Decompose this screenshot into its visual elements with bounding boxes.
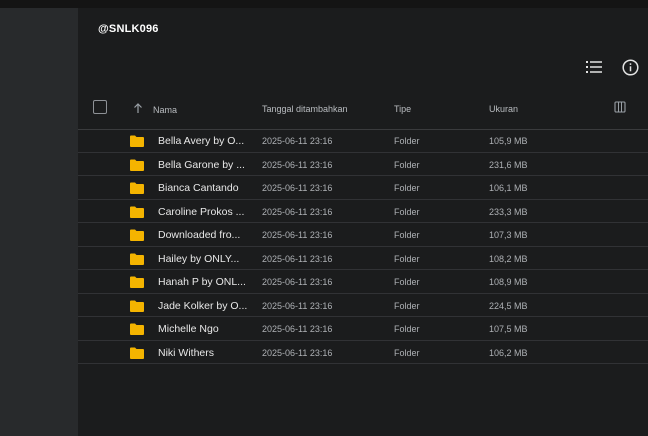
file-size: 106,2 MB bbox=[489, 347, 528, 358]
file-type: Folder bbox=[394, 230, 420, 240]
file-size: 107,3 MB bbox=[489, 230, 528, 240]
folder-icon bbox=[130, 206, 144, 218]
file-table-body: Bella Avery by O... 2025-06-11 23:16 Fol… bbox=[78, 129, 648, 364]
folder-icon bbox=[130, 347, 144, 359]
top-strip bbox=[0, 0, 648, 8]
file-type: Folder bbox=[394, 159, 420, 170]
file-list-panel: @SNLK096 Nama Tanggal ditambahkan Tipe U… bbox=[78, 8, 648, 436]
list-view-button[interactable] bbox=[583, 56, 605, 78]
file-type: Folder bbox=[394, 206, 420, 217]
file-name: Downloaded fro... bbox=[158, 229, 241, 241]
table-row[interactable]: Jade Kolker by O... 2025-06-11 23:16 Fol… bbox=[78, 294, 648, 317]
file-date: 2025-06-11 23:16 bbox=[262, 183, 333, 193]
file-date: 2025-06-11 23:16 bbox=[262, 159, 333, 170]
table-row[interactable]: Downloaded fro... 2025-06-11 23:16 Folde… bbox=[78, 223, 648, 247]
table-row[interactable]: Bianca Cantando 2025-06-11 23:16 Folder … bbox=[78, 176, 648, 200]
folder-icon bbox=[130, 323, 144, 335]
file-type: Folder bbox=[394, 324, 420, 334]
folder-icon bbox=[130, 159, 144, 171]
column-header-date[interactable]: Tanggal ditambahkan bbox=[262, 104, 348, 114]
file-name: Caroline Prokos ... bbox=[158, 205, 245, 218]
folder-icon bbox=[130, 276, 144, 288]
file-size: 106,1 MB bbox=[489, 183, 528, 193]
page-title: @SNLK096 bbox=[98, 23, 159, 35]
folder-icon bbox=[130, 253, 144, 265]
file-size: 233,3 MB bbox=[489, 206, 528, 217]
file-name: Jade Kolker by O... bbox=[158, 299, 248, 312]
file-date: 2025-06-11 23:16 bbox=[262, 277, 333, 287]
column-header-name[interactable]: Nama bbox=[153, 105, 178, 115]
file-date: 2025-06-11 23:16 bbox=[262, 324, 333, 334]
table-row[interactable]: Caroline Prokos ... 2025-06-11 23:16 Fol… bbox=[78, 200, 648, 223]
sidebar bbox=[0, 8, 78, 436]
file-size: 108,2 MB bbox=[489, 253, 528, 264]
folder-icon bbox=[130, 229, 144, 241]
file-date: 2025-06-11 23:16 bbox=[262, 253, 333, 264]
file-name: Niki Withers bbox=[158, 346, 215, 359]
file-name: Hanah P by ONL... bbox=[158, 276, 246, 288]
file-type: Folder bbox=[394, 253, 420, 264]
arrow-up-icon[interactable] bbox=[133, 102, 143, 114]
file-date: 2025-06-11 23:16 bbox=[262, 347, 333, 358]
file-name: Michelle Ngo bbox=[158, 323, 219, 335]
column-header-type[interactable]: Tipe bbox=[394, 104, 412, 114]
table-row[interactable]: Bella Garone by ... 2025-06-11 23:16 Fol… bbox=[78, 153, 648, 176]
info-icon bbox=[621, 58, 639, 76]
table-row[interactable]: Niki Withers 2025-06-11 23:16 Folder 106… bbox=[78, 341, 648, 364]
list-view-icon bbox=[586, 61, 602, 73]
file-name: Bella Garone by ... bbox=[158, 158, 245, 171]
file-date: 2025-06-11 23:16 bbox=[262, 136, 333, 146]
file-type: Folder bbox=[394, 300, 420, 311]
file-type: Folder bbox=[394, 277, 420, 287]
file-size: 108,9 MB bbox=[489, 277, 528, 287]
table-row[interactable]: Hanah P by ONL... 2025-06-11 23:16 Folde… bbox=[78, 270, 648, 294]
table-row[interactable]: Hailey by ONLY... 2025-06-11 23:16 Folde… bbox=[78, 247, 648, 270]
info-button[interactable] bbox=[619, 56, 641, 78]
file-size: 107,5 MB bbox=[489, 324, 528, 334]
table-header: Nama Tanggal ditambahkan Tipe Ukuran bbox=[78, 96, 648, 130]
folder-icon bbox=[130, 135, 144, 147]
file-date: 2025-06-11 23:16 bbox=[262, 230, 333, 240]
file-name: Bella Avery by O... bbox=[158, 135, 245, 147]
file-size: 224,5 MB bbox=[489, 300, 528, 311]
file-size: 105,9 MB bbox=[489, 136, 528, 146]
file-size: 231,6 MB bbox=[489, 159, 528, 170]
file-name: Hailey by ONLY... bbox=[158, 252, 240, 265]
column-header-size[interactable]: Ukuran bbox=[489, 104, 519, 114]
file-type: Folder bbox=[394, 183, 420, 193]
file-date: 2025-06-11 23:16 bbox=[262, 300, 333, 311]
table-row[interactable]: Bella Avery by O... 2025-06-11 23:16 Fol… bbox=[78, 129, 648, 153]
column-settings-icon[interactable] bbox=[614, 101, 626, 113]
folder-icon bbox=[130, 182, 144, 194]
folder-icon bbox=[130, 300, 144, 312]
file-date: 2025-06-11 23:16 bbox=[262, 206, 333, 217]
table-row[interactable]: Michelle Ngo 2025-06-11 23:16 Folder 107… bbox=[78, 317, 648, 341]
file-name: Bianca Cantando bbox=[158, 182, 239, 194]
file-type: Folder bbox=[394, 347, 420, 358]
file-type: Folder bbox=[394, 136, 420, 146]
select-all-checkbox[interactable] bbox=[93, 100, 107, 114]
